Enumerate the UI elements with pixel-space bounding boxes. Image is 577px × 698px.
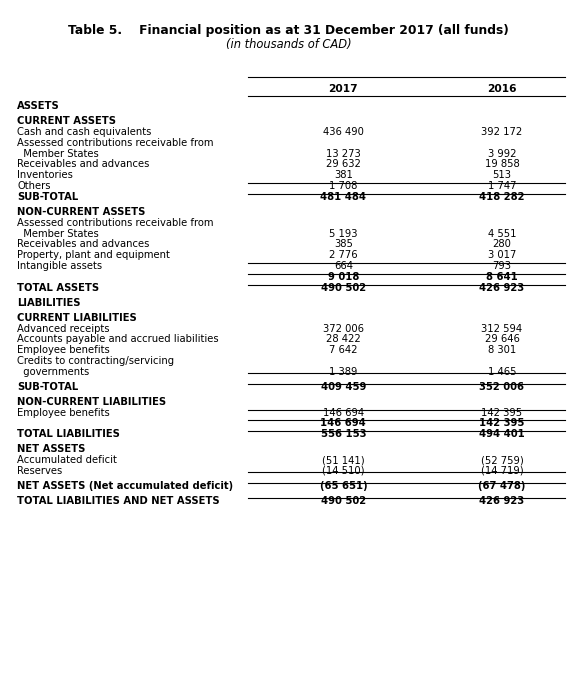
Text: TOTAL LIABILITIES: TOTAL LIABILITIES [17,429,120,439]
Text: 494 401: 494 401 [479,429,525,439]
Text: 1 465: 1 465 [488,366,516,377]
Text: Reserves: Reserves [17,466,62,476]
Text: SUB-TOTAL: SUB-TOTAL [17,382,78,392]
Text: Others: Others [17,181,51,191]
Text: NET ASSETS (Net accumulated deficit): NET ASSETS (Net accumulated deficit) [17,481,234,491]
Text: 372 006: 372 006 [323,323,364,334]
Text: NON-CURRENT LIABILITIES: NON-CURRENT LIABILITIES [17,396,166,407]
Text: NON-CURRENT ASSETS: NON-CURRENT ASSETS [17,207,145,217]
Text: 28 422: 28 422 [326,334,361,344]
Text: 426 923: 426 923 [479,283,524,292]
Text: CURRENT LIABILITIES: CURRENT LIABILITIES [17,313,137,322]
Text: 29 632: 29 632 [326,159,361,170]
Text: 3 017: 3 017 [488,250,516,260]
Text: (in thousands of CAD): (in thousands of CAD) [226,38,351,52]
Text: Cash and cash equivalents: Cash and cash equivalents [17,127,152,137]
Text: CURRENT ASSETS: CURRENT ASSETS [17,116,117,126]
Text: 19 858: 19 858 [485,159,519,170]
Text: 9 018: 9 018 [328,272,359,282]
Text: 8 641: 8 641 [486,272,518,282]
Text: Inventories: Inventories [17,170,73,180]
Text: (14 719): (14 719) [481,466,523,476]
Text: Assessed contributions receivable from: Assessed contributions receivable from [17,218,214,228]
Text: Assessed contributions receivable from: Assessed contributions receivable from [17,138,214,148]
Text: 385: 385 [334,239,353,249]
Text: 418 282: 418 282 [479,192,524,202]
Text: 490 502: 490 502 [321,283,366,292]
Text: 490 502: 490 502 [321,496,366,506]
Text: (14 510): (14 510) [322,466,365,476]
Text: governments: governments [17,366,89,377]
Text: 5 193: 5 193 [329,228,358,239]
Text: 556 153: 556 153 [321,429,366,439]
Text: (51 141): (51 141) [322,455,365,465]
Text: 7 642: 7 642 [329,345,358,355]
Text: 2016: 2016 [487,84,517,94]
Text: 664: 664 [334,261,353,271]
Text: 142 395: 142 395 [481,408,523,417]
Text: Member States: Member States [17,149,99,158]
Text: 312 594: 312 594 [481,323,523,334]
Text: Employee benefits: Employee benefits [17,408,110,417]
Text: (52 759): (52 759) [481,455,523,465]
Text: 481 484: 481 484 [320,192,366,202]
Text: ASSETS: ASSETS [17,101,60,111]
Text: Member States: Member States [17,228,99,239]
Text: 1 747: 1 747 [488,181,516,191]
Text: Accumulated deficit: Accumulated deficit [17,455,117,465]
Text: 1 708: 1 708 [329,181,358,191]
Text: Table 5.    Financial position as at 31 December 2017 (all funds): Table 5. Financial position as at 31 Dec… [68,24,509,38]
Text: Advanced receipts: Advanced receipts [17,323,110,334]
Text: NET ASSETS: NET ASSETS [17,444,86,454]
Text: Employee benefits: Employee benefits [17,345,110,355]
Text: Accounts payable and accrued liabilities: Accounts payable and accrued liabilities [17,334,219,344]
Text: 13 273: 13 273 [326,149,361,158]
Text: 381: 381 [334,170,353,180]
Text: 409 459: 409 459 [321,382,366,392]
Text: Property, plant and equipment: Property, plant and equipment [17,250,170,260]
Text: LIABILITIES: LIABILITIES [17,297,81,308]
Text: 142 395: 142 395 [479,418,524,429]
Text: 2 776: 2 776 [329,250,358,260]
Text: 146 694: 146 694 [320,418,366,429]
Text: SUB-TOTAL: SUB-TOTAL [17,192,78,202]
Text: 352 006: 352 006 [479,382,524,392]
Text: Receivables and advances: Receivables and advances [17,159,149,170]
Text: 392 172: 392 172 [481,127,523,137]
Text: 513: 513 [493,170,511,180]
Text: 29 646: 29 646 [485,334,519,344]
Text: 2017: 2017 [328,84,358,94]
Text: (67 478): (67 478) [478,481,526,491]
Text: TOTAL LIABILITIES AND NET ASSETS: TOTAL LIABILITIES AND NET ASSETS [17,496,220,506]
Text: 3 992: 3 992 [488,149,516,158]
Text: 426 923: 426 923 [479,496,524,506]
Text: Credits to contracting/servicing: Credits to contracting/servicing [17,356,174,366]
Text: 436 490: 436 490 [323,127,364,137]
Text: Receivables and advances: Receivables and advances [17,239,149,249]
Text: TOTAL ASSETS: TOTAL ASSETS [17,283,99,292]
Text: Intangible assets: Intangible assets [17,261,103,271]
Text: 4 551: 4 551 [488,228,516,239]
Text: 8 301: 8 301 [488,345,516,355]
Text: 280: 280 [493,239,511,249]
Text: 1 389: 1 389 [329,366,358,377]
Text: (65 651): (65 651) [320,481,367,491]
Text: 793: 793 [493,261,511,271]
Text: 146 694: 146 694 [323,408,364,417]
